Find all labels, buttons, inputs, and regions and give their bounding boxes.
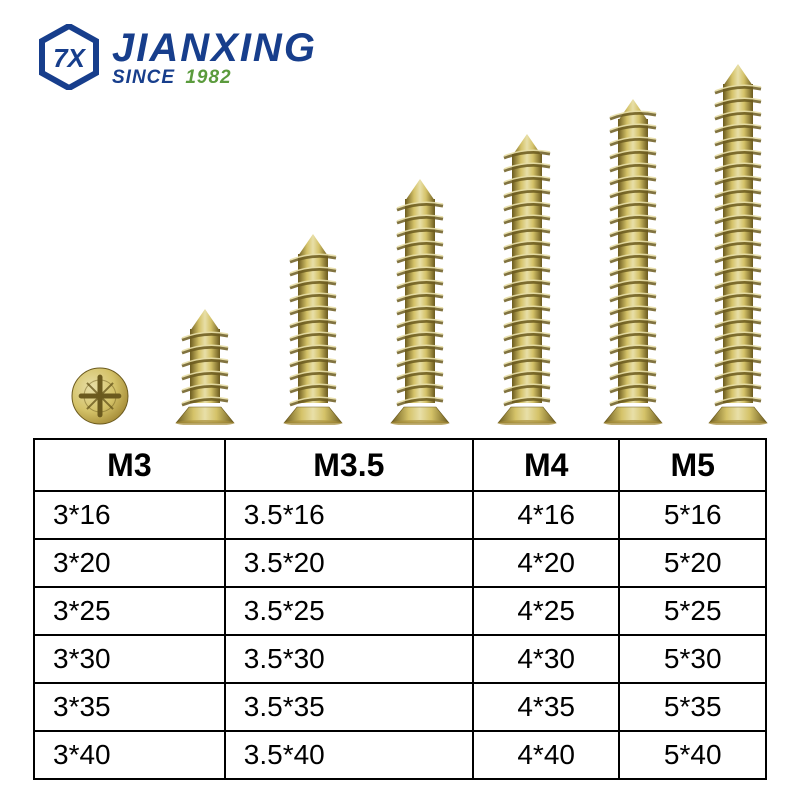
table-cell: 3.5*25 bbox=[225, 587, 473, 635]
screw-head-icon bbox=[71, 367, 129, 430]
table-cell: 5*35 bbox=[619, 683, 766, 731]
table-cell: 4*16 bbox=[473, 491, 620, 539]
table-header-cell: M3 bbox=[34, 439, 225, 491]
screw-icon bbox=[602, 97, 664, 430]
table-row: 3*253.5*254*255*25 bbox=[34, 587, 766, 635]
table-cell: 3*40 bbox=[34, 731, 225, 779]
table-cell: 3*25 bbox=[34, 587, 225, 635]
table-row: 3*203.5*204*205*20 bbox=[34, 539, 766, 587]
table-row: 3*163.5*164*165*16 bbox=[34, 491, 766, 539]
table-row: 3*303.5*304*305*30 bbox=[34, 635, 766, 683]
table-cell: 4*35 bbox=[473, 683, 620, 731]
screw-icon bbox=[707, 62, 769, 430]
screw-icon bbox=[389, 177, 451, 430]
screws-illustration bbox=[0, 60, 800, 430]
table-cell: 3*16 bbox=[34, 491, 225, 539]
table-cell: 5*25 bbox=[619, 587, 766, 635]
table-cell: 3*30 bbox=[34, 635, 225, 683]
table-cell: 5*30 bbox=[619, 635, 766, 683]
table-header-cell: M4 bbox=[473, 439, 620, 491]
table-cell: 5*40 bbox=[619, 731, 766, 779]
screw-icon bbox=[496, 132, 558, 430]
table-cell: 4*40 bbox=[473, 731, 620, 779]
table-header-cell: M3.5 bbox=[225, 439, 473, 491]
table-cell: 5*16 bbox=[619, 491, 766, 539]
table-row: 3*403.5*404*405*40 bbox=[34, 731, 766, 779]
table-header-cell: M5 bbox=[619, 439, 766, 491]
table-cell: 5*20 bbox=[619, 539, 766, 587]
table-row: 3*353.5*354*355*35 bbox=[34, 683, 766, 731]
table-cell: 3.5*16 bbox=[225, 491, 473, 539]
table-cell: 3.5*20 bbox=[225, 539, 473, 587]
screw-icon bbox=[282, 232, 344, 430]
table-cell: 3.5*35 bbox=[225, 683, 473, 731]
table-cell: 3.5*40 bbox=[225, 731, 473, 779]
table-cell: 3.5*30 bbox=[225, 635, 473, 683]
size-table: M3M3.5M4M5 3*163.5*164*165*163*203.5*204… bbox=[33, 438, 767, 780]
table-header-row: M3M3.5M4M5 bbox=[34, 439, 766, 491]
table-cell: 4*20 bbox=[473, 539, 620, 587]
table-cell: 4*25 bbox=[473, 587, 620, 635]
table-cell: 4*30 bbox=[473, 635, 620, 683]
screw-icon bbox=[174, 307, 236, 430]
table-cell: 3*35 bbox=[34, 683, 225, 731]
table-body: 3*163.5*164*165*163*203.5*204*205*203*25… bbox=[34, 491, 766, 779]
table-cell: 3*20 bbox=[34, 539, 225, 587]
